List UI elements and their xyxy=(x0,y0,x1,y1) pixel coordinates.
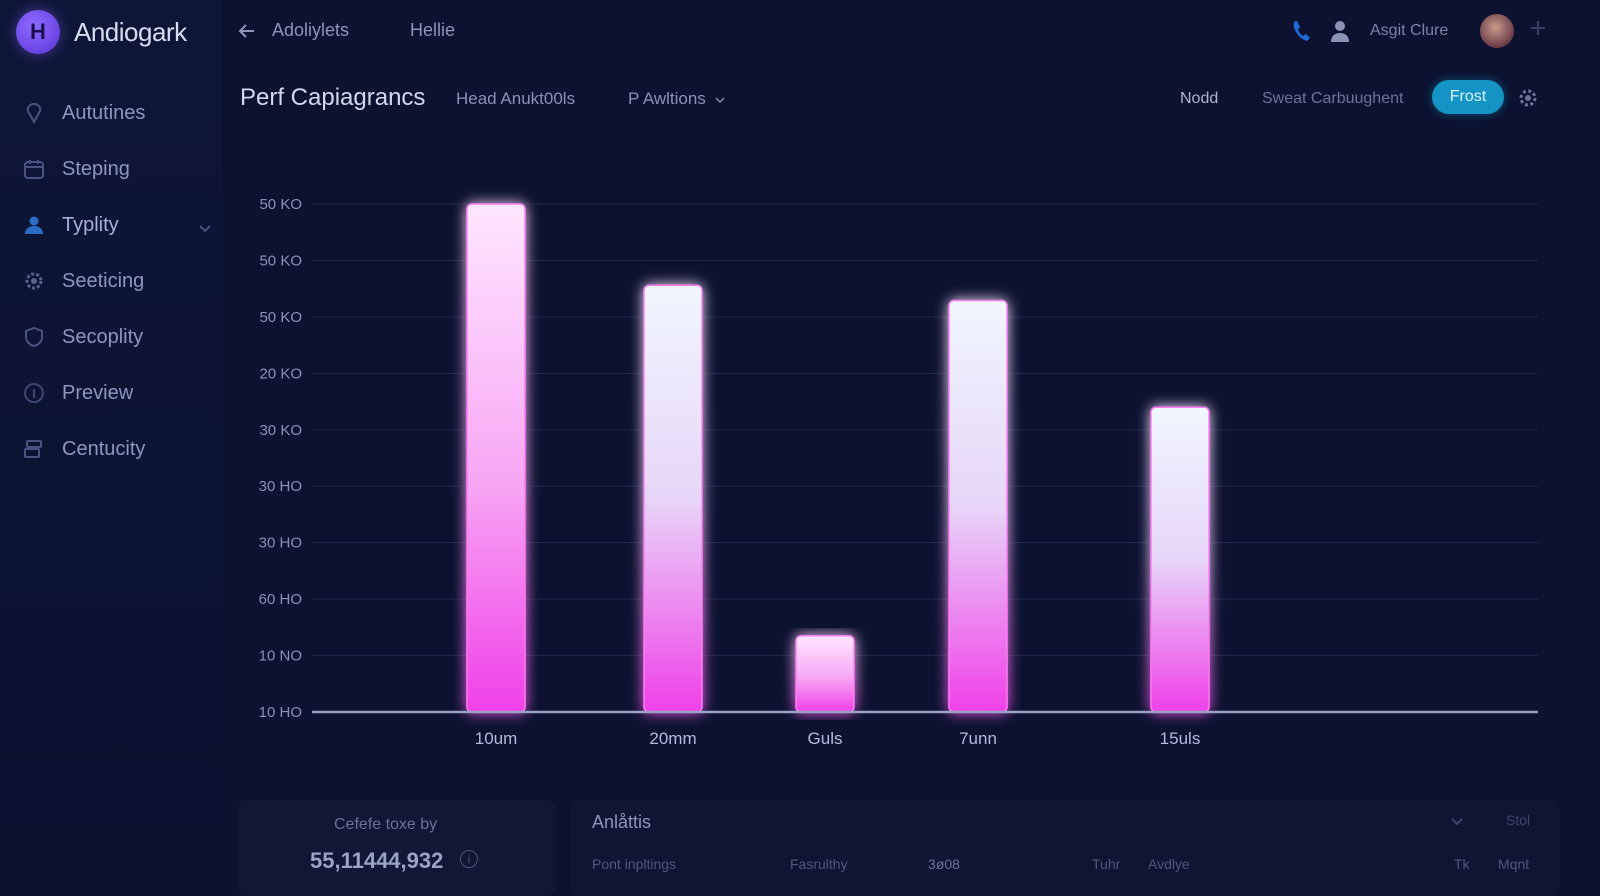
mode-toggle[interactable]: Nodd xyxy=(1180,90,1219,107)
summary-card: Cefefe toxe by 55,11444,932 i xyxy=(238,800,556,896)
summary-label: Cefefe toxe by xyxy=(334,816,438,833)
avatar[interactable] xyxy=(1480,14,1514,48)
table-cell: Fasrulthy xyxy=(790,856,848,872)
sidebar-item-aututines[interactable]: Aututines xyxy=(22,85,212,141)
sidebar-item-label: Seeticing xyxy=(62,269,145,292)
sidebar-item-typlity[interactable]: Typlity xyxy=(22,197,212,253)
plus-icon[interactable] xyxy=(1528,18,1548,43)
breadcrumb-item[interactable]: Adoliylets xyxy=(272,20,350,40)
chevron-down-icon xyxy=(715,89,725,109)
x-tick-label: 7unn xyxy=(959,729,997,748)
table-cell: Tuhr xyxy=(1092,856,1121,872)
x-tick-label: 15uls xyxy=(1160,729,1201,748)
info-icon xyxy=(22,381,46,405)
chart-bar[interactable] xyxy=(466,203,526,713)
sidebar-item-seeticing[interactable]: Seeticing xyxy=(22,253,212,309)
tab-head[interactable]: Head Anukt00ls xyxy=(456,89,576,108)
y-axis: 50 KO 50 KO 50 KO 20 KO 30 KO 30 HO 30 HO 60 HO… xyxy=(259,196,302,721)
table-cell: Avdlye xyxy=(1148,856,1190,872)
y-tick-label: 30 HO xyxy=(259,535,302,552)
y-tick-label: 10 NO xyxy=(259,648,302,665)
table-cell: Tk xyxy=(1454,856,1470,872)
info-icon[interactable]: i xyxy=(460,850,478,868)
sidebar-item-secoplity[interactable]: Secoplity xyxy=(22,309,212,365)
search-input[interactable]: Sweat Carbuughent xyxy=(1262,90,1404,107)
primary-button[interactable]: Frost xyxy=(1432,80,1504,114)
analytics-right-label[interactable]: Stol xyxy=(1506,812,1531,828)
table-cell: Pont inpltings xyxy=(592,856,677,872)
phone-icon[interactable] xyxy=(1290,18,1314,49)
settings-gear-icon[interactable] xyxy=(1516,86,1540,115)
breadcrumb-item[interactable]: Hellie xyxy=(410,20,456,40)
summary-value: 55,11444,932 xyxy=(310,848,444,873)
y-tick-label: 50 KO xyxy=(259,196,302,213)
chart-bars xyxy=(466,203,1210,713)
chevron-down-icon[interactable] xyxy=(198,217,212,240)
page-title: Perf Capiagrancs xyxy=(240,84,426,111)
sidebar-item-steping[interactable]: Steping xyxy=(22,141,212,197)
users-icon xyxy=(22,213,46,237)
chart-bar[interactable] xyxy=(795,635,855,713)
user-icon[interactable] xyxy=(1328,18,1352,49)
y-tick-label: 50 KO xyxy=(259,309,302,326)
bar-chart: 50 KO 50 KO 50 KO 20 KO 30 KO 30 HO 30 HO 60 HO… xyxy=(240,180,1560,760)
y-tick-label: 50 KO xyxy=(259,252,302,269)
analytics-card: Anlåttis Stol Pont inpltings Fasrulthy 3… xyxy=(570,800,1560,896)
chevron-down-icon[interactable] xyxy=(1450,814,1464,832)
table-cell: Mqnt xyxy=(1498,856,1530,872)
chart-bar[interactable] xyxy=(643,284,703,713)
sidebar: H Andiogark Aututines Steping Typlity xyxy=(0,0,222,896)
chart-bar[interactable] xyxy=(1150,406,1210,713)
sidebar-item-label: Centucity xyxy=(62,437,146,460)
calendar-icon xyxy=(22,157,46,181)
chart-svg: 50 KO 50 KO 50 KO 20 KO 30 KO 30 HO 30 HO 60 HO… xyxy=(259,196,1538,748)
y-tick-label: 20 KO xyxy=(259,365,302,382)
table-cell: 3ø08 xyxy=(928,856,960,872)
sidebar-item-label: Typlity xyxy=(62,213,119,236)
stack-icon xyxy=(22,437,46,461)
sidebar-nav: Aututines Steping Typlity Seeticing xyxy=(22,85,212,477)
filter-dropdown[interactable]: P Awltions xyxy=(628,89,725,109)
sidebar-item-label: Secoplity xyxy=(62,325,144,348)
x-axis: 10um 20mm Guls 7unn 15uls xyxy=(475,729,1201,748)
gear-icon xyxy=(22,269,46,293)
topbar: Adoliylets Hellie Asgit Clure xyxy=(222,0,1600,64)
chart-bar[interactable] xyxy=(948,299,1008,713)
pin-icon xyxy=(22,101,46,125)
user-name[interactable]: Asgit Clure xyxy=(1370,22,1449,39)
brand[interactable]: H Andiogark xyxy=(16,10,187,54)
sidebar-item-label: Steping xyxy=(62,157,130,180)
dropdown-label: P Awltions xyxy=(628,89,706,108)
table-row[interactable]: Pont inpltings Fasrulthy 3ø08 Tuhr Avdly… xyxy=(592,856,1552,880)
sidebar-item-label: Preview xyxy=(62,381,134,404)
y-tick-label: 30 KO xyxy=(259,422,302,439)
x-tick-label: 10um xyxy=(475,729,518,748)
shield-icon xyxy=(22,325,46,349)
analytics-title: Anlåttis xyxy=(592,812,652,832)
y-tick-label: 10 HO xyxy=(259,704,302,721)
x-tick-label: 20mm xyxy=(649,729,696,748)
y-tick-label: 30 HO xyxy=(259,478,302,495)
brand-logo: H xyxy=(16,10,60,54)
sidebar-item-label: Aututines xyxy=(62,101,146,124)
x-tick-label: Guls xyxy=(808,729,843,748)
y-tick-label: 60 HO xyxy=(259,591,302,608)
brand-name: Andiogark xyxy=(74,16,187,47)
sidebar-item-preview[interactable]: Preview xyxy=(22,365,212,421)
back-arrow-icon[interactable] xyxy=(236,20,258,47)
sidebar-item-centucity[interactable]: Centucity xyxy=(22,421,212,477)
